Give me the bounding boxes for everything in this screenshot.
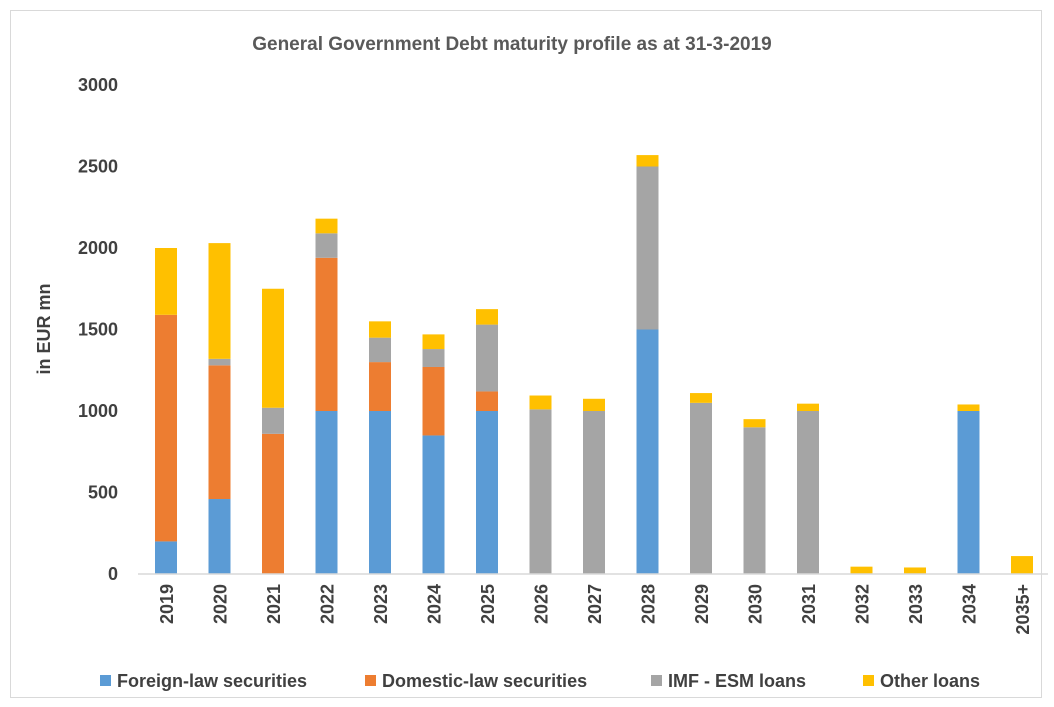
legend-swatch <box>100 675 111 686</box>
bar-imf-esm-loans-2028 <box>636 166 659 330</box>
bar-other-loans-2032 <box>850 566 873 574</box>
x-tick-label: 2027 <box>585 584 605 624</box>
bar-imf-esm-loans-2023 <box>369 337 391 363</box>
bar-imf-esm-loans-2021 <box>262 407 284 434</box>
bar-other-loans-2021 <box>262 288 284 408</box>
chart-title: General Government Debt maturity profile… <box>252 34 772 55</box>
x-tick-label: 2022 <box>318 584 338 624</box>
y-tick-label: 2500 <box>78 157 118 177</box>
y-tick-label: 2000 <box>78 238 118 258</box>
x-tick-label: 2029 <box>692 584 712 624</box>
bar-imf-esm-loans-2022 <box>315 233 338 258</box>
bar-other-loans-2023 <box>369 321 391 338</box>
bar-foreign-law-securities-2028 <box>636 329 659 574</box>
bar-other-loans-2022 <box>315 218 338 234</box>
x-tick-label: 2030 <box>746 584 766 624</box>
bar-other-loans-2020 <box>208 243 231 359</box>
bar-foreign-law-securities-2023 <box>369 411 391 574</box>
x-tick-label: 2028 <box>639 584 659 624</box>
bar-domestic-law-securities-2019 <box>155 314 177 542</box>
bar-domestic-law-securities-2024 <box>422 366 445 436</box>
legend: Foreign-law securities Domestic-law secur… <box>100 671 980 691</box>
y-axis-ticks: 0 500 1000 1500 2000 2500 3000 <box>78 75 118 584</box>
legend-label: IMF - ESM loans <box>668 671 806 691</box>
x-tick-label: 2032 <box>853 584 873 624</box>
legend-label: Domestic-law securities <box>382 671 587 691</box>
bar-imf-esm-loans-2029 <box>690 402 712 574</box>
x-tick-label: 2023 <box>371 584 391 624</box>
bar-other-loans-2031 <box>797 403 819 411</box>
x-tick-label: 2034 <box>960 584 980 624</box>
bar-imf-esm-loans-2027 <box>583 411 605 574</box>
legend-swatch <box>365 675 376 686</box>
x-tick-label: 2024 <box>425 584 445 624</box>
bar-domestic-law-securities-2022 <box>315 257 338 411</box>
bar-imf-esm-loans-2026 <box>529 409 552 574</box>
chart-frame <box>10 10 1042 698</box>
x-tick-label: 2033 <box>906 584 926 624</box>
bar-other-loans-2019 <box>155 248 177 315</box>
x-tick-label: 2021 <box>264 584 284 624</box>
bar-imf-esm-loans-2030 <box>743 427 766 574</box>
bar-imf-esm-loans-2031 <box>797 411 819 574</box>
legend-swatch <box>651 675 662 686</box>
x-tick-label: 2020 <box>211 584 231 624</box>
bar-domestic-law-securities-2021 <box>262 433 284 574</box>
x-tick-label: 2026 <box>532 584 552 624</box>
bar-imf-esm-loans-2020 <box>208 358 231 366</box>
y-tick-label: 1500 <box>78 320 118 340</box>
bar-foreign-law-securities-2034 <box>957 411 980 574</box>
bar-other-loans-2025 <box>476 309 498 325</box>
y-tick-label: 1000 <box>78 401 118 421</box>
bar-imf-esm-loans-2025 <box>476 324 498 392</box>
bars <box>155 155 1033 574</box>
x-tick-label: 2025 <box>478 584 498 624</box>
y-tick-label: 3000 <box>78 75 118 95</box>
y-tick-label: 500 <box>88 483 118 503</box>
bar-domestic-law-securities-2023 <box>369 362 391 411</box>
bar-other-loans-2026 <box>529 395 552 410</box>
y-tick-label: 0 <box>108 564 118 584</box>
bar-foreign-law-securities-2019 <box>155 541 177 574</box>
bar-other-loans-2029 <box>690 393 712 403</box>
legend-swatch <box>863 675 874 686</box>
x-tick-label: 2035+ <box>1013 584 1033 635</box>
bar-other-loans-2024 <box>422 334 445 350</box>
bar-other-loans-2028 <box>636 155 659 167</box>
bar-foreign-law-securities-2025 <box>476 411 498 574</box>
bar-foreign-law-securities-2020 <box>208 499 231 574</box>
bar-other-loans-2034 <box>957 404 980 411</box>
bar-domestic-law-securities-2020 <box>208 365 231 500</box>
x-axis-ticks: 2019 2020 2021 2022 2023 2024 2025 2026 2027 2028… <box>157 584 1033 635</box>
bar-other-loans-2033 <box>904 567 926 574</box>
bar-imf-esm-loans-2024 <box>422 349 445 367</box>
legend-label: Foreign-law securities <box>117 671 307 691</box>
bar-foreign-law-securities-2024 <box>422 435 445 574</box>
bar-other-loans-2030 <box>743 419 766 428</box>
bar-other-loans-2027 <box>583 398 605 411</box>
bar-domestic-law-securities-2025 <box>476 391 498 411</box>
bar-foreign-law-securities-2022 <box>315 411 338 574</box>
x-tick-label: 2019 <box>157 584 177 624</box>
bar-other-loans-2035+ <box>1011 556 1033 574</box>
y-axis-label: in EUR mn <box>34 283 54 374</box>
x-tick-label: 2031 <box>799 584 819 624</box>
legend-label: Other loans <box>880 671 980 691</box>
